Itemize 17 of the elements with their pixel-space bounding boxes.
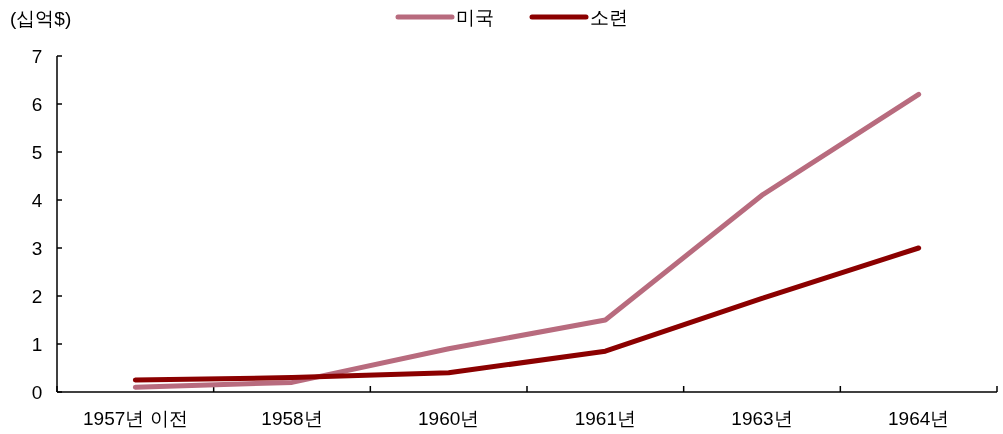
x-tick-label: 1957년 이전 — [83, 408, 188, 429]
x-tick-label: 1960년 — [418, 408, 480, 429]
y-tick-label: 0 — [31, 382, 43, 403]
y-tick-label: 6 — [31, 94, 43, 115]
y-tick-label: 5 — [31, 142, 43, 163]
y-tick-label: 2 — [31, 286, 43, 307]
x-tick-label: 1958년 — [261, 408, 323, 429]
x-tick-label: 1963년 — [731, 408, 793, 429]
x-tick-label: 1961년 — [574, 408, 636, 429]
legend-label: 소련 — [590, 7, 628, 28]
y-axis-title: (십억$) — [10, 8, 72, 29]
y-tick-label: 3 — [31, 238, 43, 259]
y-tick-label: 7 — [31, 46, 43, 67]
y-tick-label: 4 — [31, 190, 43, 211]
y-tick-label: 1 — [31, 334, 43, 355]
x-tick-label: 1964년 — [888, 408, 950, 429]
legend-label: 미국 — [456, 7, 494, 28]
